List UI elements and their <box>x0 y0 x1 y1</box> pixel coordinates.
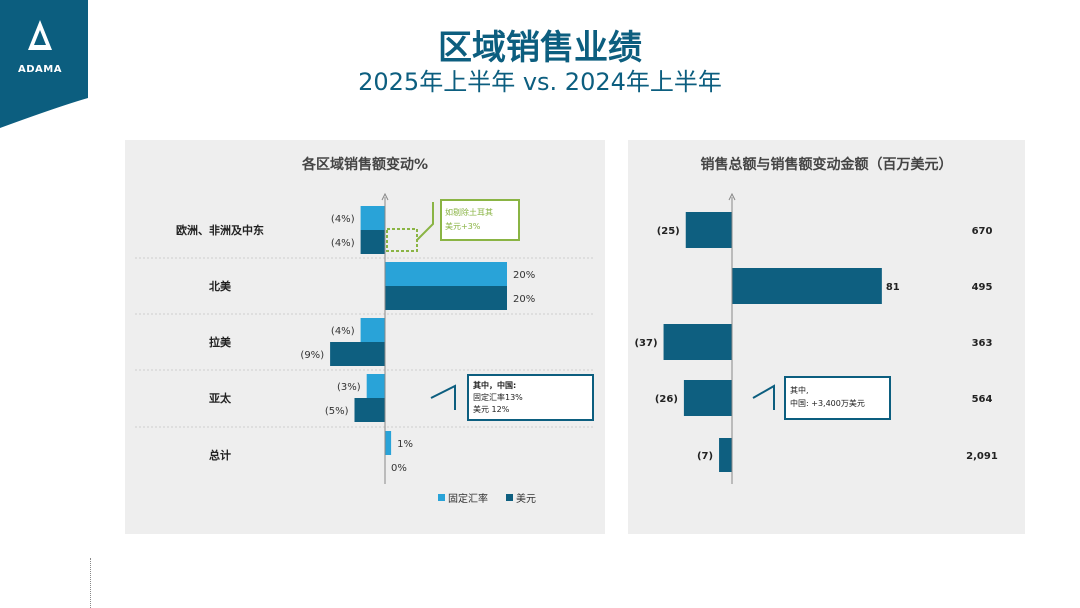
data-label: (37) <box>634 338 657 349</box>
right-chart-title: 销售总额与销售额变动金额（百万美元） <box>700 157 953 173</box>
data-label: 1% <box>397 439 413 450</box>
data-label: (5%) <box>325 406 349 417</box>
left-chart: 欧洲、非洲及中东 (4%) (4%) 北美 20% 20% 拉美 (4%) (9%) 亚太 (3%)… <box>135 192 595 505</box>
callout-connector <box>752 384 775 410</box>
callout-text: 其中，中国: <box>473 380 516 390</box>
highlight-box <box>386 228 418 252</box>
data-label: (3%) <box>337 382 361 393</box>
data-label: 20% <box>513 294 535 305</box>
bar-change <box>732 268 882 304</box>
bar-fixed-fx <box>385 262 507 286</box>
data-label: (26) <box>655 394 678 405</box>
page-title: 区域销售业绩 <box>438 28 642 68</box>
data-label: 20% <box>513 270 535 281</box>
category-label: 北美 <box>209 279 232 293</box>
callout-connector <box>430 384 456 410</box>
right-chart: (25) 670 81 495 (37) 363 (26) 564 (7) 2,091 其中, 中国:… <box>634 192 998 484</box>
bar-usd <box>330 342 385 366</box>
data-label: (4%) <box>331 326 355 337</box>
total-label: 670 <box>972 226 993 237</box>
callout-text: 美元 12% <box>473 404 510 414</box>
data-label: (4%) <box>331 238 355 249</box>
callout-box <box>467 374 594 421</box>
bar-change <box>663 324 732 360</box>
data-label: 81 <box>886 282 900 293</box>
page-subtitle: 2025年上半年 vs. 2024年上半年 <box>358 68 722 96</box>
bar-change <box>683 380 732 416</box>
callout-text: 中国: +3,400万美元 <box>790 398 865 408</box>
callout-text: 固定汇率13% <box>473 392 523 402</box>
data-label: (25) <box>657 226 680 237</box>
left-chart-title: 各区域销售额变动% <box>301 157 429 173</box>
divider <box>90 558 91 608</box>
category-label: 拉美 <box>209 335 232 349</box>
axis-arrow-icon <box>381 192 389 201</box>
data-label: (7) <box>697 451 713 462</box>
total-label: 2,091 <box>966 451 998 462</box>
category-label: 总计 <box>209 448 231 462</box>
left-chart-panel: 各区域销售额变动% 欧洲、非洲及中东 (4%) (4%) 北美 20% 20% 拉美 (4%)… <box>125 140 605 534</box>
logo-mark-icon <box>28 20 52 50</box>
callout-text: 美元+3% <box>445 221 481 231</box>
total-label: 363 <box>972 338 993 349</box>
bar-usd <box>360 230 385 254</box>
data-label: (9%) <box>300 350 324 361</box>
category-label: 亚太 <box>209 391 232 405</box>
bar-usd <box>385 286 507 310</box>
data-label: (4%) <box>331 214 355 225</box>
callout-text: 如剔除土耳其 <box>445 207 493 217</box>
callout-connector <box>416 202 434 241</box>
bar-change <box>685 212 732 248</box>
legend-label: 美元 <box>516 492 536 505</box>
data-label: 0% <box>391 463 407 474</box>
legend-label: 固定汇率 <box>448 492 488 505</box>
callout-text: 其中, <box>790 385 809 395</box>
bar-fixed-fx <box>360 206 385 230</box>
logo-badge <box>0 0 88 128</box>
bar-fixed-fx <box>366 374 385 398</box>
legend-swatch <box>506 494 513 501</box>
total-label: 495 <box>972 282 993 293</box>
callout-box <box>784 376 891 420</box>
category-label: 欧洲、非洲及中东 <box>176 223 264 237</box>
callout-box <box>440 199 520 241</box>
logo-text: ADAMA <box>18 64 62 75</box>
legend-swatch <box>438 494 445 501</box>
bar-fixed-fx <box>385 431 392 455</box>
bar-change <box>719 438 732 472</box>
bar-usd <box>354 398 385 422</box>
axis-arrow-icon <box>728 192 736 201</box>
bar-fixed-fx <box>360 318 385 342</box>
total-label: 564 <box>972 394 993 405</box>
right-chart-panel: 销售总额与销售额变动金额（百万美元） (25) 670 81 495 (37) 363 (2… <box>628 140 1025 534</box>
